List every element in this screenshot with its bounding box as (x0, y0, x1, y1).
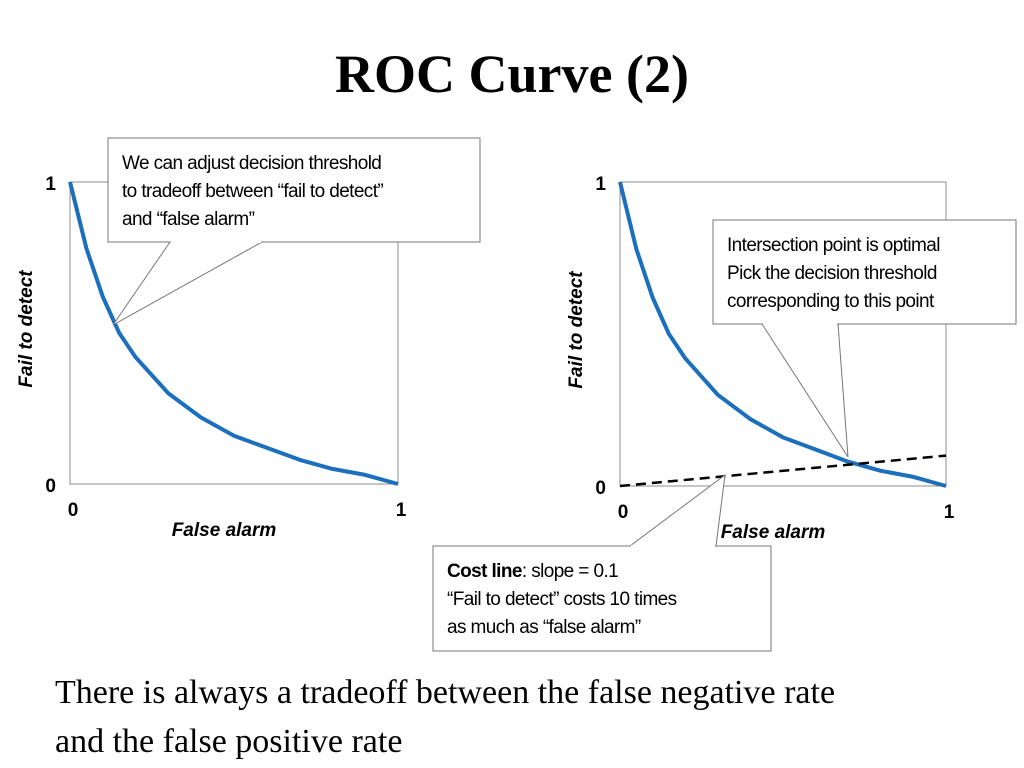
callout-box (712, 219, 1017, 325)
callout-text: Cost line: slope = 0.1 (447, 561, 618, 582)
callout-line: : slope = 0.1 (522, 561, 618, 582)
footer-line: There is always a tradeoff between the f… (55, 674, 835, 711)
callout-line: Intersection point is optimal (727, 235, 940, 256)
callout-line: corresponding to this point (727, 291, 935, 312)
callout-text: “Fail to detect” costs 10 times (447, 589, 677, 610)
callout-line: as much as “false alarm” (447, 617, 641, 638)
footer-line: and the false positive rate (55, 723, 402, 760)
y-tick-label: 1 (45, 174, 56, 195)
callout-text: and “false alarm” (122, 209, 255, 230)
callout-text: to tradeoff between “fail to detect” (122, 181, 383, 202)
x-tick-label: 1 (396, 500, 407, 521)
roc-curve (68, 181, 399, 486)
x-tick-label: 0 (618, 502, 629, 523)
callout-text: Pick the decision threshold (727, 263, 937, 284)
x-axis-label: False alarm (721, 522, 826, 543)
callout-box (432, 545, 772, 652)
slide-title: ROC Curve (2) (335, 44, 689, 104)
callout-text: We can adjust decision threshold (122, 153, 381, 174)
callout-box (107, 137, 481, 243)
plot-frame (619, 181, 947, 487)
callout-line: We can adjust decision threshold (122, 153, 381, 174)
roc-curve (618, 181, 947, 488)
y-axis-label: Fail to detect (16, 270, 37, 388)
y-tick-label: 1 (595, 174, 606, 195)
callout-text: Intersection point is optimal (727, 235, 940, 256)
x-axis-label: False alarm (172, 520, 277, 541)
callout-text: as much as “false alarm” (447, 617, 641, 638)
y-axis-label: Fail to detect (566, 271, 587, 389)
y-tick-label: 0 (595, 478, 606, 499)
x-tick-label: 0 (68, 500, 79, 521)
callout-text: corresponding to this point (727, 291, 935, 312)
x-tick-label: 1 (944, 502, 955, 523)
callout-line: “Fail to detect” costs 10 times (447, 589, 677, 610)
callout-line: Pick the decision threshold (727, 263, 937, 284)
cost-line (619, 454, 947, 488)
callout-label: Cost line (447, 561, 522, 582)
callout-line: to tradeoff between “fail to detect” (122, 181, 383, 202)
callout-line: and “false alarm” (122, 209, 255, 230)
y-tick-label: 0 (45, 476, 56, 497)
